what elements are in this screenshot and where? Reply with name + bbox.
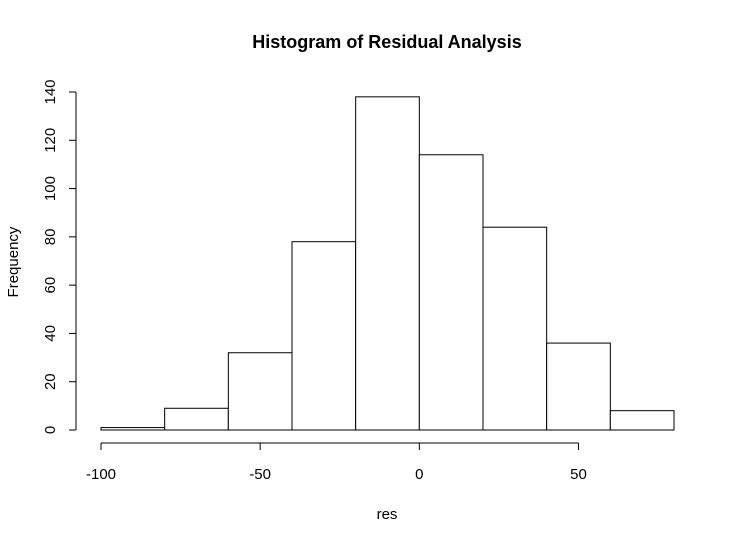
- y-axis-tick-label: 20: [42, 373, 59, 390]
- y-axis: 0 20 40 60 80 100 120 140: [42, 79, 77, 434]
- y-axis-tick-label: 100: [42, 176, 59, 201]
- y-axis-tick-label: 0: [42, 426, 59, 434]
- x-axis-tick-label: -50: [249, 466, 271, 483]
- histogram-bar: [355, 96, 420, 431]
- histogram-bar: [227, 352, 293, 431]
- histogram-bar: [418, 154, 484, 431]
- histogram-bar: [100, 427, 166, 431]
- bars-layer: [100, 96, 675, 431]
- x-axis-tick-label: 50: [570, 466, 587, 483]
- y-axis-tick-label: 120: [42, 128, 59, 153]
- y-axis-label: Frequency: [5, 226, 22, 297]
- histogram-bar: [482, 226, 548, 431]
- y-axis-tick-label: 40: [42, 325, 59, 342]
- x-axis-tick-label: -100: [86, 466, 116, 483]
- histogram-bar: [164, 407, 229, 431]
- y-axis-tick-label: 60: [42, 277, 59, 294]
- y-axis-tick-label: 140: [42, 79, 59, 104]
- histogram-bar: [291, 241, 357, 431]
- histogram-bar: [609, 410, 675, 431]
- chart-title: Histogram of Residual Analysis: [252, 32, 521, 52]
- x-axis-label: res: [377, 506, 398, 523]
- histogram-bar: [546, 342, 611, 431]
- x-axis-tick-label: 0: [415, 466, 423, 483]
- y-axis-tick-label: 80: [42, 229, 59, 246]
- x-axis: -100 -50 0 50: [86, 442, 587, 483]
